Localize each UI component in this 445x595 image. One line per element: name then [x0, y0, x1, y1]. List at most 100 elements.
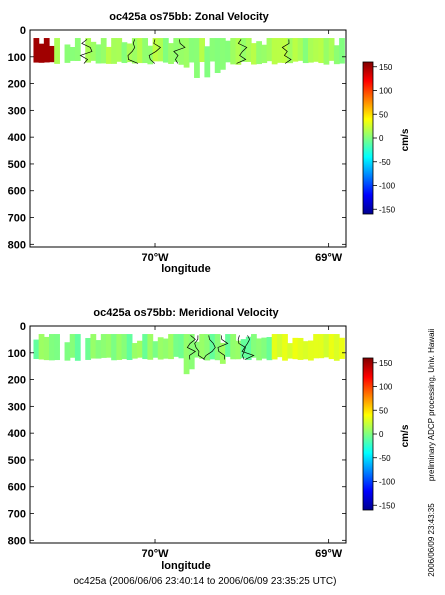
velocity-cell: [323, 38, 330, 65]
zonal-velocity-field: [33, 38, 345, 78]
ytick-label: 100: [8, 348, 26, 360]
velocity-cell: [43, 336, 50, 361]
meridional-colorbar: 150 100 50 0 -50 -100 -150 cm/s: [362, 357, 411, 511]
colorbar-tick-label: 0: [379, 134, 384, 143]
velocity-cell: [261, 44, 268, 64]
velocity-cell: [194, 38, 200, 78]
velocity-cell: [204, 334, 211, 361]
velocity-cell: [64, 342, 71, 361]
velocity-cell: [245, 38, 252, 62]
velocity-cell: [199, 334, 206, 359]
velocity-cell: [69, 334, 76, 358]
contour-line: [217, 335, 229, 360]
velocity-cell: [209, 38, 216, 62]
velocity-cell: [313, 38, 319, 62]
processing-timestamp: 2006/06/09 23:43:35: [427, 503, 436, 577]
velocity-cell: [287, 343, 294, 359]
velocity-cell: [74, 38, 81, 61]
velocity-cell: [38, 334, 45, 360]
zonal-xlabel: longitude: [161, 263, 211, 275]
contour-line: [236, 39, 248, 64]
velocity-cell: [328, 334, 335, 360]
velocity-cell: [69, 47, 76, 61]
velocity-cell: [126, 43, 133, 63]
velocity-cell: [157, 337, 164, 360]
processing-note: preliminary ADCP processing, Univ. Hawai…: [427, 329, 436, 481]
xtick-label: 69°W: [315, 252, 343, 264]
velocity-cell: [173, 38, 180, 62]
ytick-label: 0: [20, 321, 26, 333]
velocity-cell: [105, 46, 112, 64]
velocity-cell: [54, 38, 60, 64]
ytick-label: 400: [8, 428, 26, 440]
meridional-velocity-field: [33, 334, 345, 375]
cruise-time-range: oc425a (2006/06/06 23:40:14 to 2006/06/0…: [74, 576, 337, 587]
velocity-cell: [194, 341, 200, 358]
velocity-cell: [152, 38, 159, 62]
velocity-cell: [219, 342, 226, 364]
contour-line: [194, 335, 205, 360]
velocity-cell: [95, 340, 102, 359]
ytick-label: 800: [8, 239, 26, 251]
velocity-cell: [271, 38, 278, 65]
ytick-label: 200: [8, 375, 26, 387]
meridional-colorbar-ticks: 150 100 50 0 -50 -100 -150: [373, 359, 396, 510]
velocity-cell: [214, 38, 221, 73]
velocity-cell: [85, 338, 92, 360]
velocity-cell: [333, 334, 340, 361]
meridional-colorbar-gradient: [362, 357, 374, 511]
zonal-longitude-axis: 70°W 69°W: [141, 30, 343, 264]
velocity-cell: [230, 334, 237, 360]
velocity-cell: [147, 334, 154, 360]
velocity-cell: [95, 44, 102, 64]
colorbar-tick-label: -150: [379, 205, 396, 214]
velocity-cell: [162, 338, 169, 359]
meridional-depth-axis: 0 100 200 300 400 500 600 700 800: [8, 321, 346, 547]
ytick-label: 600: [8, 186, 26, 198]
meridional-longitude-axis: 70°W 69°W: [141, 326, 343, 560]
velocity-cell: [168, 334, 174, 360]
velocity-cell: [302, 341, 309, 360]
zonal-panel: oc425a os75bb: Zonal Velocity 0 100 200 300…: [8, 11, 347, 275]
contour-line: [203, 335, 216, 360]
velocity-cell: [162, 38, 169, 63]
contour-line: [127, 39, 139, 64]
velocity-cell: [266, 337, 273, 361]
velocity-cell: [339, 337, 345, 359]
xtick-label: 69°W: [315, 548, 343, 560]
velocity-cell: [292, 337, 299, 360]
velocity-cell: [297, 337, 304, 360]
velocity-cell: [116, 334, 123, 360]
ytick-label: 500: [8, 159, 26, 171]
velocity-cell: [137, 38, 143, 64]
ytick-label: 200: [8, 79, 26, 91]
velocity-cell: [54, 334, 60, 361]
ytick-label: 700: [8, 213, 26, 225]
contour-line: [281, 39, 292, 64]
zonal-plot-frame: [29, 29, 347, 248]
colorbar-tick-label: 100: [379, 383, 393, 392]
velocity-cell: [111, 38, 117, 64]
velocity-cell: [188, 334, 195, 370]
velocity-cell: [287, 38, 294, 64]
colorbar-tick-label: 100: [379, 87, 393, 96]
colorbar-tick-label: -100: [379, 478, 396, 487]
zonal-title: oc425a os75bb: Zonal Velocity: [109, 11, 269, 23]
velocity-cell: [308, 340, 314, 361]
velocity-cell: [74, 334, 81, 361]
velocity-cell: [85, 38, 92, 63]
zonal-colorbar-gradient: [362, 61, 374, 215]
velocity-cell: [276, 334, 283, 358]
velocity-cell: [90, 334, 97, 359]
colorbar-tick-label: 0: [379, 430, 384, 439]
velocity-cell: [225, 334, 231, 357]
ytick-label: 300: [8, 401, 26, 413]
meridional-panel: oc425a os75bb: Meridional Velocity 0 100 2…: [8, 307, 347, 572]
velocity-cell: [49, 45, 55, 63]
contour-line: [186, 335, 197, 360]
velocity-cell: [209, 334, 216, 360]
xtick-label: 70°W: [141, 548, 169, 560]
velocity-cell: [219, 38, 226, 70]
velocity-cell: [256, 41, 262, 65]
velocity-cell: [230, 38, 237, 65]
